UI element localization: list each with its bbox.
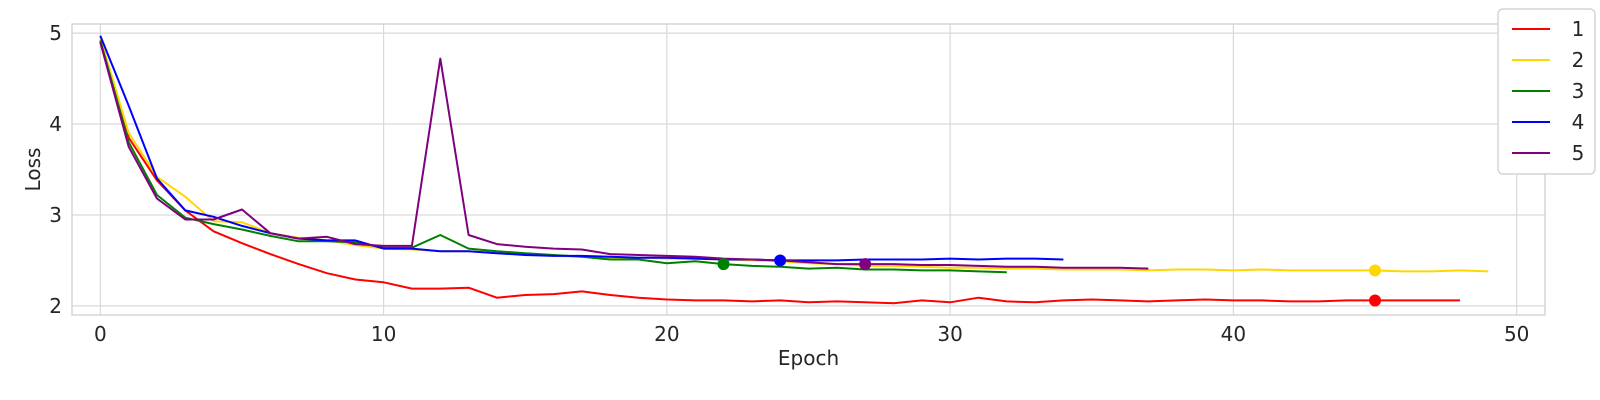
x-tick-label: 40 — [1221, 322, 1246, 346]
series-1-marker — [1369, 294, 1382, 307]
x-axis-label: Epoch — [778, 346, 839, 370]
tick-labels: 0 10 20 30 40 50 2 3 4 5 — [49, 21, 1529, 346]
legend-label-2: 2 — [1572, 48, 1585, 72]
x-tick-label: 50 — [1504, 322, 1529, 346]
legend-label-3: 3 — [1572, 79, 1585, 103]
series-2-marker — [1369, 264, 1382, 277]
series-5-line — [99, 41, 1149, 270]
y-tick-label: 2 — [49, 294, 62, 318]
x-tick-label: 10 — [371, 322, 396, 346]
y-tick-label: 5 — [49, 21, 62, 45]
y-axis-label: Loss — [21, 148, 45, 192]
legend-label-4: 4 — [1572, 110, 1585, 134]
series-markers — [717, 254, 1382, 307]
legend-label-5: 5 — [1572, 141, 1585, 165]
series-lines — [99, 35, 1489, 305]
x-tick-label: 0 — [94, 322, 107, 346]
series-4-marker — [774, 254, 787, 267]
x-tick-label: 30 — [937, 322, 962, 346]
series-5-marker — [859, 258, 872, 271]
series-3-marker — [717, 258, 730, 271]
y-tick-label: 4 — [49, 112, 62, 136]
series-2-line — [99, 37, 1489, 273]
series-1-line — [99, 41, 1460, 305]
x-tick-label: 20 — [654, 322, 679, 346]
y-tick-label: 3 — [49, 203, 62, 227]
series-4-line — [99, 35, 1064, 262]
legend: 1 2 3 4 5 — [1497, 8, 1596, 175]
series-3-line — [99, 40, 1007, 274]
legend-label-1: 1 — [1572, 17, 1585, 41]
